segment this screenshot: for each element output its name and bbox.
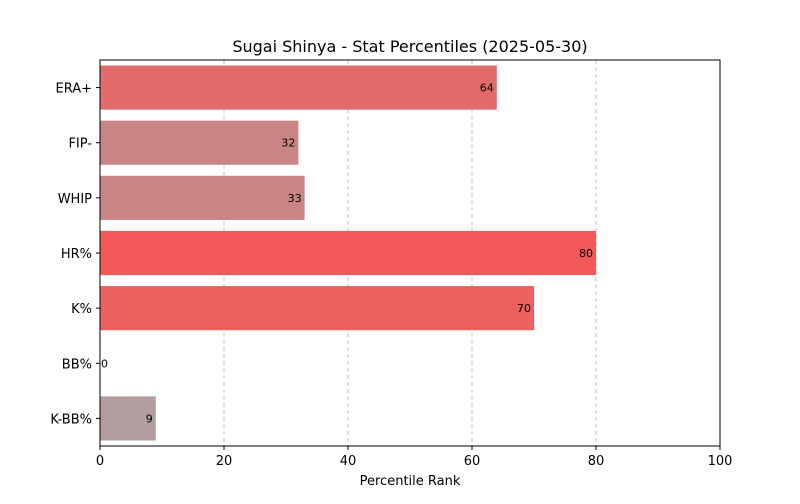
y-tick-label: K% xyxy=(71,302,92,317)
y-tick-label: WHIP xyxy=(58,192,92,207)
bar-value-label: 9 xyxy=(146,412,153,425)
bar-value-label: 64 xyxy=(480,82,494,95)
x-tick-label: 20 xyxy=(216,454,233,469)
bar-value-label: 33 xyxy=(288,192,302,205)
x-tick-label: 0 xyxy=(96,454,104,469)
x-axis-label: Percentile Rank xyxy=(360,474,461,489)
bar xyxy=(100,286,534,331)
y-tick-label: K-BB% xyxy=(50,412,92,427)
bar xyxy=(100,230,596,276)
bar xyxy=(100,175,305,220)
bar-value-label: 0 xyxy=(101,357,108,370)
bar xyxy=(100,120,299,165)
x-tick-label: 40 xyxy=(340,454,357,469)
bars: 64 32 33 80 70 0 9 xyxy=(100,65,596,441)
y-tick-label: BB% xyxy=(62,357,92,372)
bar-value-label: 70 xyxy=(517,302,531,315)
y-tick-label: FIP- xyxy=(68,137,92,152)
bar-value-label: 32 xyxy=(281,137,295,150)
axis-ticks: 0 20 40 60 80 100 ERA+ FIP- WHIP HR% K% BB% K-BB% xyxy=(50,82,732,469)
bar-value-label: 80 xyxy=(579,247,593,260)
y-tick-label: HR% xyxy=(61,247,92,262)
chart-title: Sugai Shinya - Stat Percentiles (2025-05… xyxy=(232,37,587,56)
x-tick-label: 60 xyxy=(464,454,481,469)
bar xyxy=(100,396,156,441)
bar xyxy=(100,65,497,110)
x-tick-label: 100 xyxy=(708,454,733,469)
y-tick-label: ERA+ xyxy=(55,82,92,97)
x-tick-label: 80 xyxy=(588,454,605,469)
